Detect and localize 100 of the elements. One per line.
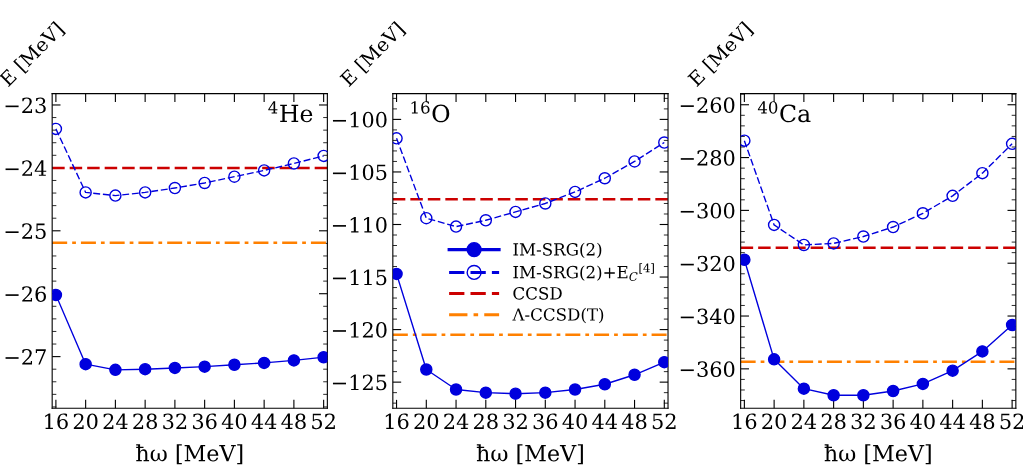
point	[628, 155, 641, 168]
point	[392, 267, 403, 281]
y-tick-label: −260	[680, 97, 735, 113]
point	[568, 185, 582, 199]
point	[797, 382, 811, 395]
point	[916, 207, 930, 220]
y-tick-label: −23	[5, 97, 46, 114]
y-tick-label: −360	[680, 361, 735, 378]
y-tick-label: −25	[5, 223, 46, 240]
point	[886, 384, 900, 398]
x-tick-label: 28	[473, 413, 498, 430]
point	[287, 157, 301, 170]
point	[767, 218, 781, 232]
point	[257, 356, 271, 370]
point	[539, 197, 552, 210]
x-tick-label: 32	[163, 413, 187, 430]
legend-label: Λ-CCSD(T)	[512, 307, 604, 324]
point	[317, 149, 328, 163]
x-tick-label: 36	[192, 413, 217, 430]
x-tick-label: 36	[881, 413, 906, 430]
point	[1005, 137, 1016, 151]
x-tick-label: 52	[1000, 413, 1023, 430]
point	[479, 214, 493, 227]
x-tick-label: 28	[821, 413, 846, 430]
y-tick-label: −100	[332, 111, 387, 128]
y-tick-label: −115	[332, 269, 387, 286]
point	[479, 386, 493, 399]
x-tick-label: 40	[221, 413, 247, 430]
point	[79, 357, 92, 371]
y-tick-label: −320	[680, 255, 735, 272]
point	[138, 362, 152, 376]
point	[109, 189, 122, 202]
x-tick-label: 16	[733, 413, 757, 430]
x-tick-label: 32	[851, 413, 875, 430]
y-tick-label: −105	[332, 164, 387, 181]
point	[168, 361, 182, 375]
x-tick-label: 52	[652, 413, 676, 430]
y-tick-label: −120	[332, 322, 387, 338]
point	[740, 134, 751, 147]
point	[916, 377, 930, 391]
x-tick-label: 32	[503, 413, 527, 430]
point	[1005, 318, 1016, 332]
point	[109, 363, 122, 377]
y-tick-label: −27	[5, 349, 46, 365]
point	[198, 176, 211, 190]
y-tick-label: −125	[332, 374, 387, 391]
x-tick-label: 44	[940, 413, 965, 429]
x-tick-label: 48	[621, 413, 647, 430]
y-tick-label: −110	[332, 216, 387, 233]
y-tick-label: −280	[680, 150, 735, 166]
point	[317, 350, 328, 364]
x-axis-title: ħω [MeV]	[136, 444, 243, 465]
point	[628, 368, 641, 382]
point	[228, 358, 241, 372]
annotation: $^{40}$Ca	[757, 101, 811, 123]
point	[857, 230, 870, 243]
x-tick-label: 48	[969, 413, 995, 430]
point	[449, 383, 463, 396]
point	[658, 355, 669, 369]
annotation: $^{4}$He	[268, 101, 313, 123]
x-tick-label: 40	[910, 413, 935, 430]
x-tick-label: 24	[103, 413, 128, 429]
y-tick-label: −340	[680, 308, 735, 325]
x-tick-label: 44	[251, 413, 277, 429]
point	[168, 181, 182, 195]
x-tick-label: 36	[533, 413, 558, 430]
x-tick-label: 52	[312, 413, 335, 430]
y-tick-label: −26	[5, 286, 46, 302]
point	[228, 170, 241, 183]
point	[509, 205, 522, 219]
x-tick-label: 24	[444, 413, 469, 429]
point	[257, 164, 271, 177]
x-tick-label: 44	[592, 413, 618, 429]
point	[52, 122, 63, 136]
point	[79, 186, 92, 199]
point	[449, 220, 463, 233]
point	[740, 253, 751, 267]
y-tick-label: −300	[680, 202, 735, 219]
point	[287, 354, 301, 367]
point	[976, 166, 989, 180]
point	[946, 364, 959, 377]
point	[658, 136, 669, 149]
x-tick-label: 48	[281, 413, 306, 430]
point	[976, 345, 989, 358]
point	[539, 386, 552, 399]
point	[198, 360, 211, 373]
x-tick-label: 28	[133, 413, 157, 430]
legend-label: IM-SRG(2)+E$_{C}$$^{[4]}$	[513, 263, 654, 281]
point	[827, 389, 840, 402]
point	[392, 132, 403, 145]
point	[767, 353, 781, 366]
annotation: $^{16}$O	[411, 101, 450, 123]
x-tick-label: 16	[45, 413, 68, 430]
point	[827, 237, 840, 250]
legend-label: CCSD	[513, 287, 562, 300]
point	[946, 189, 959, 203]
point	[52, 288, 63, 302]
y-tick-label: −24	[5, 160, 47, 176]
x-axis-title: ħω [MeV]	[476, 444, 583, 465]
x-tick-label: 24	[792, 413, 817, 429]
